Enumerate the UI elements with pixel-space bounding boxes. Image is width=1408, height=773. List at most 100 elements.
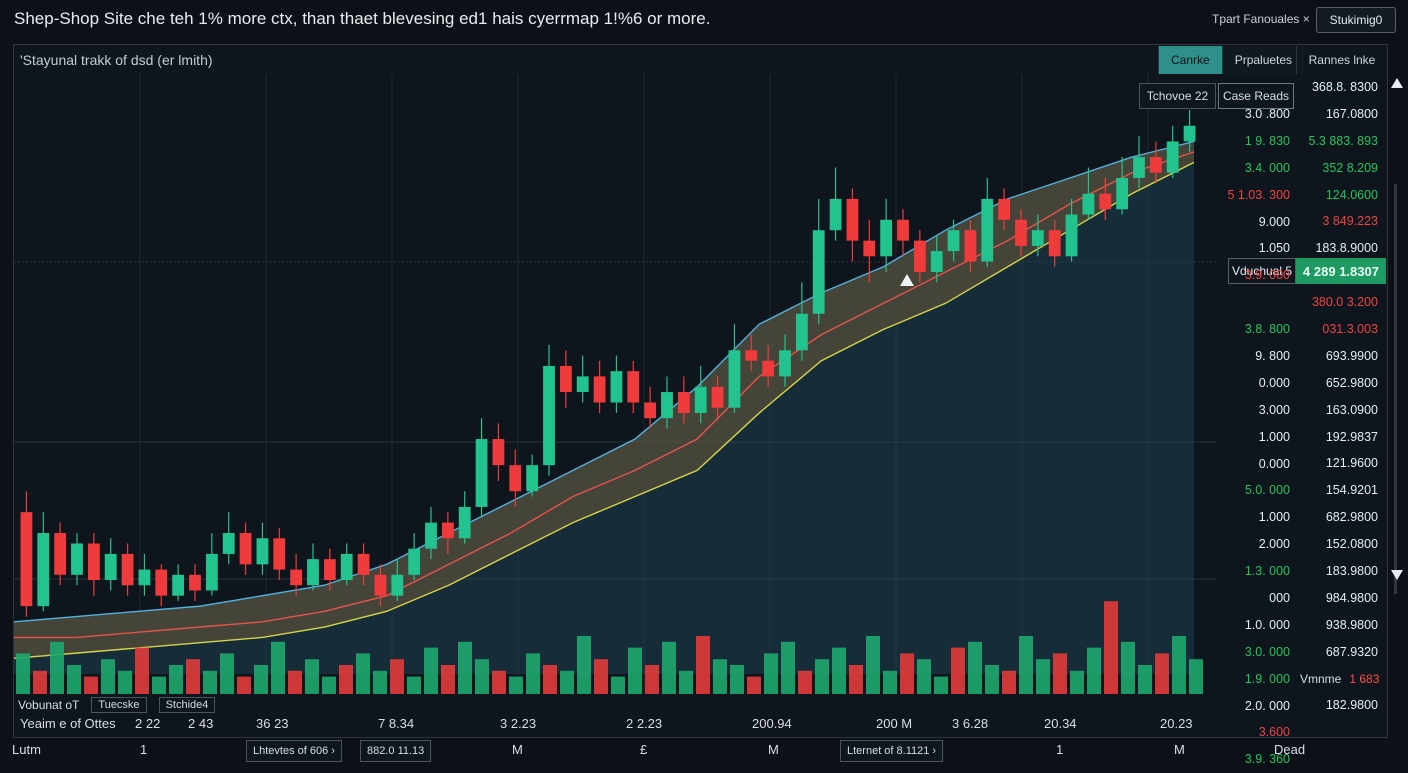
- price-column-header[interactable]: Rannes lnke: [1296, 46, 1387, 74]
- axis-tick-label: 0.000: [1258, 375, 1290, 390]
- candle-body: [627, 371, 640, 403]
- candle-body: [593, 376, 606, 403]
- time-axis-label: 20.34: [1044, 716, 1077, 731]
- volume-bar: [1189, 659, 1203, 694]
- time-axis-label: 3 6.28: [952, 716, 989, 731]
- tooltip-right[interactable]: Case Reads: [1218, 83, 1294, 109]
- volume-bar: [679, 670, 693, 694]
- axis-tick-label: 3.000: [1258, 402, 1290, 417]
- axis-tick-label: 152.0800: [1325, 537, 1378, 552]
- volume-bar: [135, 647, 149, 694]
- axis-tick-label: 154.9201: [1325, 483, 1378, 498]
- candle-body: [374, 574, 387, 596]
- volume-bar: [373, 670, 387, 694]
- volume-bar: [254, 665, 268, 694]
- axis-tick-label: 5 1.03. 300: [1227, 187, 1290, 202]
- time-axis-label: 200.94: [752, 716, 792, 731]
- candle-body: [441, 522, 454, 539]
- candle-body: [205, 553, 218, 591]
- axis-tick-label: 192.9837: [1325, 429, 1378, 444]
- candle-body: [290, 569, 303, 586]
- candle-body: [897, 219, 909, 241]
- candle-body: [795, 313, 808, 351]
- candle-body: [189, 574, 201, 591]
- scroll-down-icon[interactable]: [1391, 570, 1403, 580]
- footer-dropdown-2[interactable]: 882.0 11.13: [360, 740, 432, 762]
- candle-body: [1048, 230, 1061, 257]
- volume-bar: [1070, 670, 1084, 694]
- candle-body: [1065, 214, 1078, 257]
- volume-bar: [713, 659, 727, 694]
- time-axis-label: 7 8.34: [378, 716, 415, 731]
- volume-bar: [1087, 647, 1101, 694]
- axis-tick-label: 380.0 3.200: [1311, 295, 1378, 310]
- volume-bar: [1036, 659, 1050, 694]
- tab-properties[interactable]: Prpaluetes: [1221, 46, 1305, 74]
- volume-bar: [339, 665, 353, 694]
- candle-body: [1116, 177, 1129, 210]
- candle-body: [998, 198, 1011, 220]
- legend-box-1[interactable]: Tuecske: [91, 697, 147, 713]
- candle-body: [239, 533, 252, 565]
- volume-bar: [815, 659, 829, 694]
- volume-bar: [475, 659, 489, 694]
- axis-tick-label: 182.9800: [1325, 698, 1378, 713]
- axis-tick-label: 693.9900: [1325, 348, 1378, 363]
- footer-bar: Lutm 1 Lhtevtes of 606 › 882.0 11.13 M £…: [0, 738, 1408, 768]
- volume-bar: [441, 665, 455, 694]
- volume-bar: [951, 647, 965, 694]
- candle-body: [475, 439, 488, 507]
- moving-average-red: [14, 151, 1195, 639]
- tab-chart[interactable]: Canrke: [1158, 46, 1222, 74]
- price-axis-left: 3.0 .800 1 9. 830 3.4. 000 5 1.03. 300 9.000…: [1220, 101, 1290, 773]
- axis-tick-label: 1.3. 000: [1244, 564, 1290, 579]
- footer-dropdown-3[interactable]: Lternet of 8.1121 ›: [840, 740, 944, 762]
- footer-item: 1: [1056, 742, 1064, 757]
- ma-band: [14, 141, 1194, 659]
- candle-body: [307, 559, 319, 586]
- volume-bar: [220, 653, 234, 694]
- volume-bar: [271, 641, 285, 694]
- scroll-up-icon[interactable]: [1391, 78, 1403, 88]
- current-price-tag: 4 289 1.8307: [1296, 258, 1386, 284]
- time-axis: Yeaim e of Ottes 2 22 2 43 36 23 7 8.34 3 2.2…: [20, 716, 1220, 734]
- candle-body: [172, 574, 185, 596]
- volume-bar: [67, 665, 81, 694]
- indicator-label[interactable]: Tpart Fanouales ×: [1212, 12, 1310, 26]
- candle-body: [71, 543, 83, 575]
- candle-body: [425, 522, 437, 549]
- candle-body: [1082, 193, 1095, 215]
- axis-tick-label: 2.000: [1258, 537, 1290, 552]
- legend-box-2[interactable]: Stchide4: [158, 697, 216, 713]
- candle-body: [509, 465, 522, 492]
- candle-body: [458, 506, 471, 539]
- panel-tabs: Canrke Prpaluetes: [1158, 46, 1305, 74]
- axis-tick-label: [1220, 289, 1290, 316]
- axis-tick-label: 1.9. 000: [1244, 671, 1290, 686]
- tooltip-left: Tchovoe 22: [1139, 83, 1216, 109]
- cursor-marker-icon: [900, 274, 914, 286]
- candle-body: [981, 198, 994, 262]
- candle-body: [323, 559, 336, 581]
- volume-bar: [1104, 601, 1118, 694]
- volume-bar: [152, 676, 166, 694]
- time-axis-label: 200 M: [876, 716, 913, 731]
- volume-bar: [1155, 653, 1169, 694]
- volume-bar: [16, 653, 30, 694]
- header-button[interactable]: Stukimig0: [1316, 7, 1396, 33]
- volume-bar: [747, 676, 761, 694]
- footer-dropdown-1[interactable]: Lhtevtes of 606 ›: [246, 740, 342, 762]
- volume-bar: [730, 665, 744, 694]
- candle-body: [104, 553, 117, 581]
- volume-bar: [203, 670, 217, 694]
- page-headline: Shep-Shop Site che teh 1% more ctx, than…: [14, 9, 711, 28]
- volume-bar: [390, 659, 404, 694]
- axis-tick-label: 163.0900: [1325, 402, 1378, 417]
- vertical-scrollbar[interactable]: [1388, 74, 1406, 594]
- candle-body: [644, 402, 657, 419]
- volume-bar: [866, 636, 880, 694]
- candlestick-chart[interactable]: [14, 74, 1216, 694]
- axis-tick-label: 3.600: [1258, 725, 1290, 740]
- price-axis-right: 368.8. 8300 167.0800 5.3 883. 893 352 8.209…: [1300, 74, 1378, 719]
- volume-bar: [101, 659, 115, 694]
